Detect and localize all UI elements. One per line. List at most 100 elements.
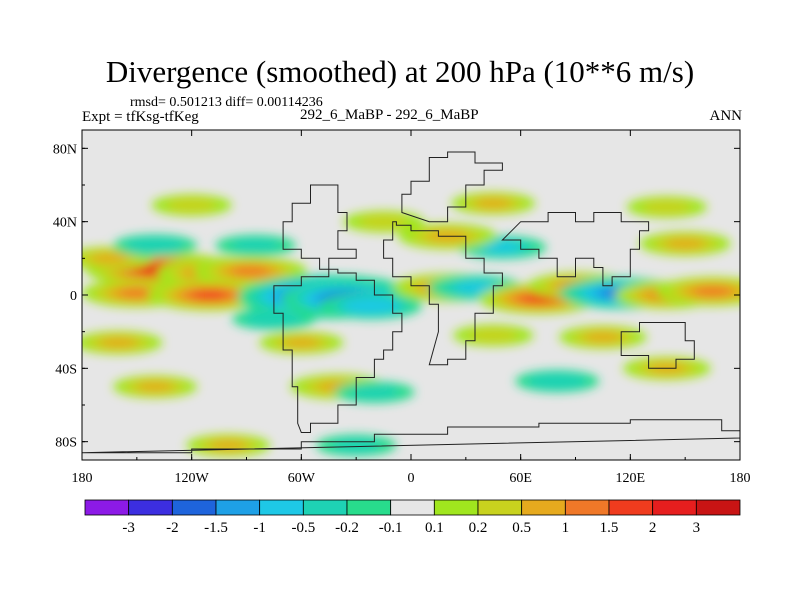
contour-band bbox=[538, 376, 576, 387]
experiment-label: Expt = tfKsg-tfKeg bbox=[82, 109, 199, 125]
coastline-path bbox=[401, 151, 503, 223]
contour-band bbox=[136, 381, 174, 392]
contour-band bbox=[692, 286, 733, 297]
colorbar-label: 1.5 bbox=[600, 520, 619, 536]
contour-band bbox=[166, 198, 217, 212]
contour-band bbox=[192, 290, 228, 300]
colorbar-label: -0.5 bbox=[291, 520, 315, 536]
field-blob bbox=[259, 331, 344, 354]
field-blob bbox=[515, 369, 600, 393]
colorbar-swatch bbox=[84, 499, 130, 516]
field-blob bbox=[639, 231, 731, 256]
contour-band bbox=[255, 313, 293, 324]
x-axis: 180 120W 60W 0 60E 120E 180 bbox=[72, 130, 751, 486]
colorbar-swatch bbox=[390, 499, 435, 516]
field-blob bbox=[334, 381, 415, 403]
x-tick-label: 180 bbox=[72, 471, 93, 486]
contour-band bbox=[209, 440, 247, 451]
contour-band bbox=[349, 385, 400, 399]
y-tick-label: 80N bbox=[53, 142, 77, 157]
colorbar-swatch bbox=[433, 499, 479, 516]
coastline-path bbox=[501, 212, 650, 287]
colorbar-swatch bbox=[564, 499, 610, 516]
colorbar-label: -1.5 bbox=[204, 520, 228, 536]
colorbar-swatch bbox=[346, 499, 392, 516]
x-tick-label: 180 bbox=[730, 471, 751, 486]
contour-band bbox=[482, 242, 522, 253]
colorbar-label: -0.1 bbox=[379, 520, 403, 536]
contour-band bbox=[521, 294, 557, 304]
field-blob bbox=[113, 375, 198, 398]
stats-line: rmsd= 0.501213 diff= 0.00114236 bbox=[130, 95, 323, 110]
colorbar-label: 2 bbox=[649, 520, 657, 536]
colorbar-swatch bbox=[652, 499, 697, 516]
colorbar-label: -2 bbox=[166, 520, 179, 536]
colorbar-swatch bbox=[608, 499, 654, 516]
y-tick-label: 80S bbox=[55, 436, 77, 451]
field-blob bbox=[113, 234, 198, 257]
field-blob bbox=[186, 434, 271, 457]
y-tick-label: 40N bbox=[53, 216, 77, 231]
field-blob bbox=[453, 324, 534, 347]
colorbar-label: 0.2 bbox=[469, 520, 488, 536]
colorbar-swatch bbox=[259, 499, 304, 516]
contour-band bbox=[358, 215, 409, 229]
x-tick-label: 120E bbox=[616, 471, 646, 486]
field-blob bbox=[193, 256, 307, 286]
colorbar-swatch bbox=[477, 499, 523, 516]
colorbar-label: 0.1 bbox=[425, 520, 444, 536]
y-tick-label: 40S bbox=[55, 362, 77, 377]
x-tick-label: 0 bbox=[408, 471, 415, 486]
x-tick-label: 120W bbox=[175, 471, 210, 486]
contour-band bbox=[453, 282, 497, 294]
colorbar-swatch bbox=[215, 499, 261, 516]
coastline-path bbox=[620, 322, 695, 369]
x-tick-label: 60E bbox=[509, 471, 532, 486]
contour-band bbox=[331, 438, 381, 452]
colorbar-label: -0.2 bbox=[335, 520, 359, 536]
field-blob bbox=[82, 331, 163, 355]
colorbar-label: -3 bbox=[122, 520, 135, 536]
colorbar-swatch bbox=[695, 499, 741, 516]
field-blob bbox=[451, 192, 536, 215]
contour-band bbox=[117, 288, 156, 299]
colorbar-label: 0.5 bbox=[512, 520, 531, 536]
x-tick-label: 60W bbox=[288, 471, 316, 486]
contour-band bbox=[468, 328, 518, 342]
coastline-path bbox=[82, 419, 740, 454]
chart-title: Divergence (smoothed) at 200 hPa (10**6 … bbox=[105, 54, 695, 89]
field-blob bbox=[559, 325, 647, 349]
colorbar-swatch bbox=[302, 499, 348, 516]
coastline-path bbox=[273, 184, 403, 433]
contour-band bbox=[642, 200, 692, 214]
contour-band bbox=[230, 238, 281, 253]
contour-band bbox=[99, 337, 139, 348]
divergence-field bbox=[82, 192, 740, 457]
field-blob bbox=[231, 307, 316, 331]
colorbar-swatch bbox=[171, 499, 217, 516]
y-axis: 80N 40N 0 40S 80S bbox=[53, 142, 740, 451]
field-blob bbox=[319, 292, 422, 320]
colorbar-label: 3 bbox=[693, 520, 701, 536]
coastlines bbox=[82, 151, 740, 454]
coastline-path bbox=[383, 221, 503, 366]
contour-band bbox=[89, 253, 129, 264]
season-label: ANN bbox=[709, 108, 743, 124]
contour-band bbox=[282, 337, 321, 348]
colorbar-label: -1 bbox=[253, 520, 266, 536]
contour-band bbox=[474, 198, 512, 209]
contour-band bbox=[664, 238, 706, 249]
colorbar-swatch bbox=[128, 499, 173, 516]
colorbar-swatch bbox=[521, 499, 566, 516]
chart-subtitle: 292_6_MaBP - 292_6_MaBP bbox=[300, 107, 479, 123]
contour-band bbox=[136, 240, 174, 251]
y-tick-label: 0 bbox=[70, 289, 77, 304]
field-blob bbox=[655, 276, 740, 306]
colorbar: -3 -2 -1.5 -1 -0.5 -0.2 -0.1 0.1 0.2 0.5 1 1.5 2 3 bbox=[84, 499, 741, 536]
field-blob bbox=[215, 234, 296, 257]
field-blob bbox=[626, 196, 708, 218]
colorbar-label: 1 bbox=[562, 520, 570, 536]
field-blob bbox=[343, 210, 424, 233]
contour-band bbox=[583, 332, 623, 343]
